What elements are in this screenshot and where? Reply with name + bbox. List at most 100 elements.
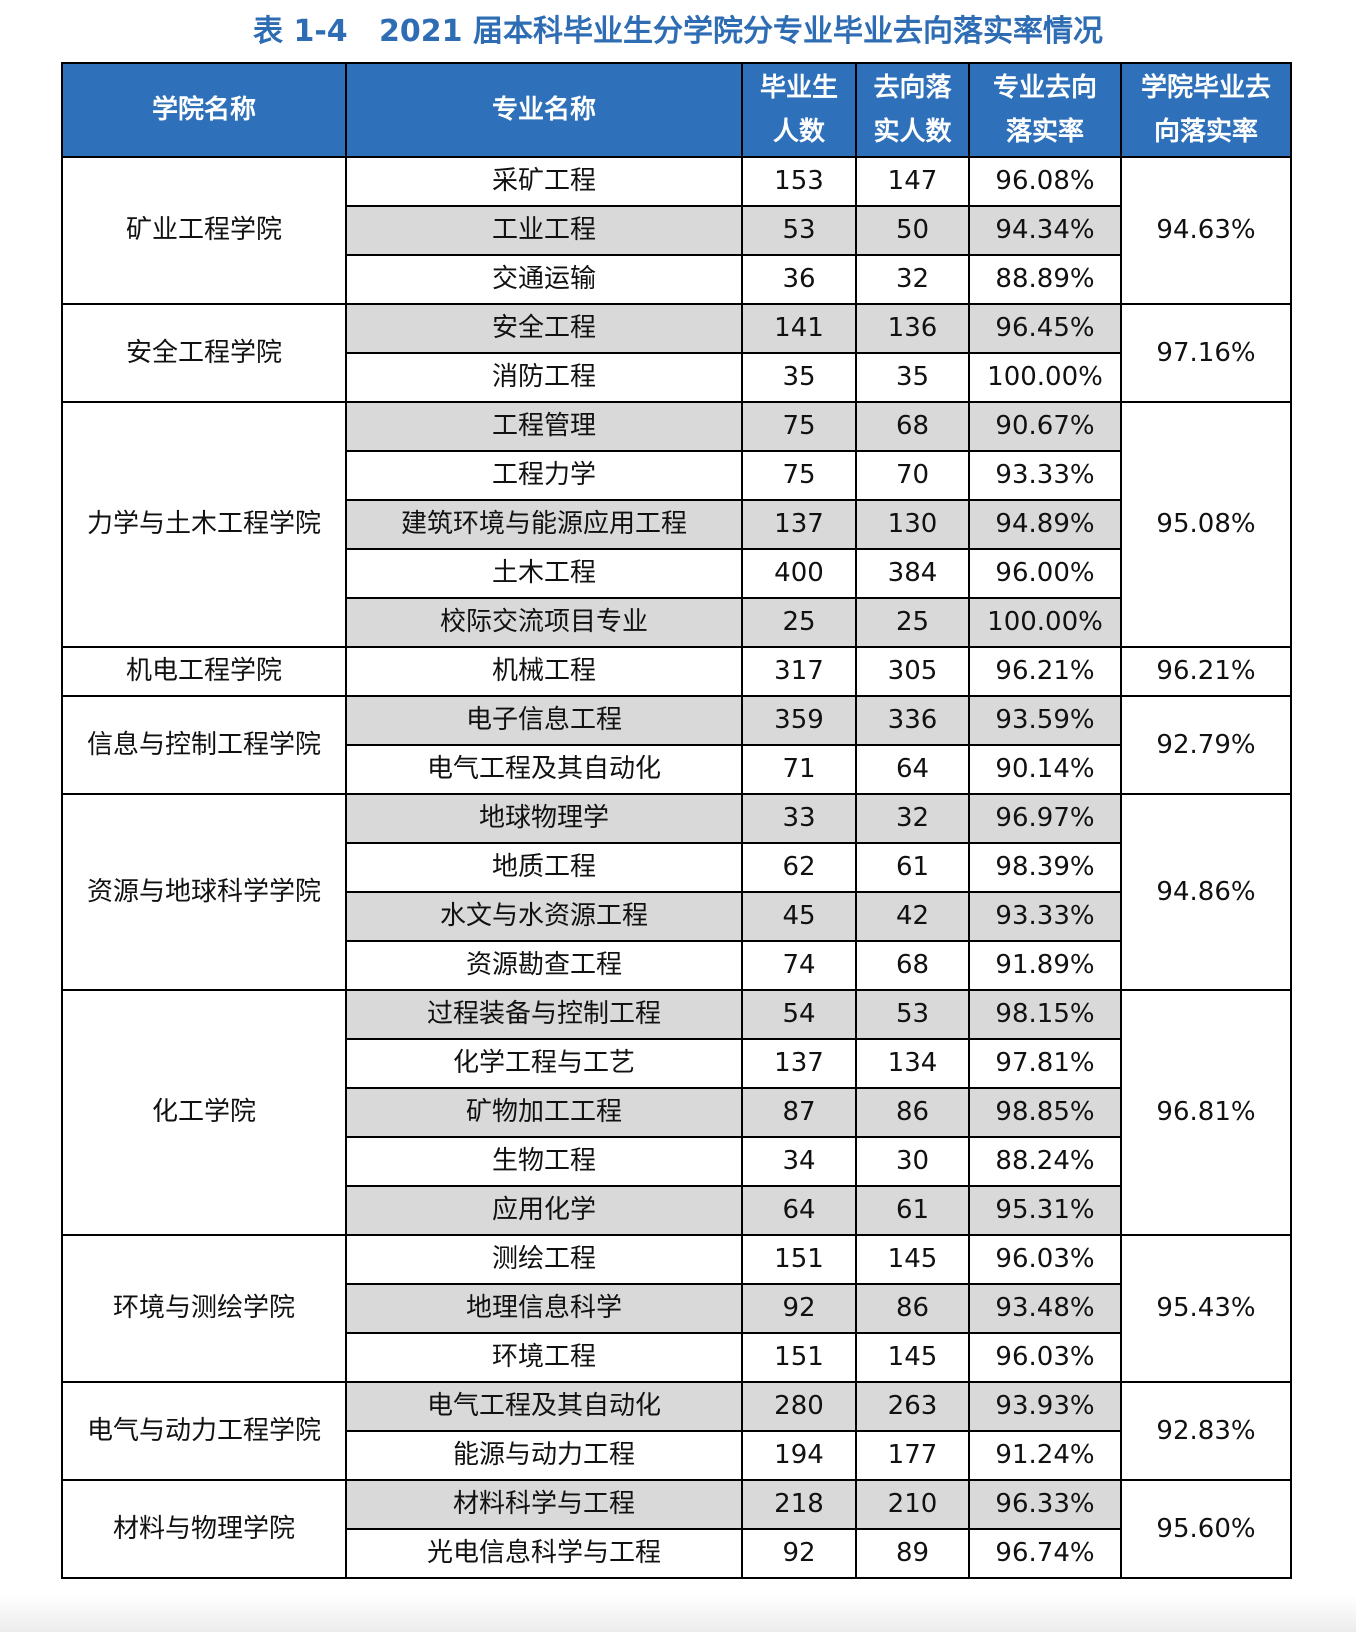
placed-cell: 89: [855, 1528, 970, 1579]
college-rate-cell: 95.43%: [1120, 1234, 1292, 1383]
table-row: 生物工程 34 30 88.24%: [62, 1136, 1291, 1187]
placed-cell: 210: [855, 1479, 970, 1530]
graduates-cell: 87: [741, 1087, 857, 1138]
college-rate-cell: 92.79%: [1120, 695, 1292, 795]
college-name-cell: 环境与测绘学院: [61, 1234, 347, 1383]
table-row: 电气与动力工程学院 电气工程及其自动化 280 263 93.93% 92.83%: [61, 1381, 1292, 1481]
college-rate-cell: 97.16%: [1120, 303, 1292, 403]
graduates-cell: 400: [741, 548, 857, 599]
major-rate-cell: 91.24%: [968, 1430, 1122, 1481]
college-name-cell: 资源与地球科学学院: [61, 793, 347, 991]
graduates-cell: 25: [741, 597, 857, 648]
table-row: 能源与动力工程 194 177 91.24%: [62, 1430, 1291, 1481]
major-rate-cell: 96.21%: [968, 646, 1122, 697]
header-graduates-line1: 毕业生: [759, 73, 838, 103]
placed-cell: 25: [855, 597, 970, 648]
header-major-rate: 专业去向 落实率: [968, 62, 1122, 158]
graduates-cell: 137: [741, 499, 857, 550]
table-row: 地质工程 62 61 98.39%: [62, 842, 1291, 893]
major-name-cell: 工程力学: [345, 450, 743, 501]
major-name-cell: 光电信息科学与工程: [345, 1528, 743, 1579]
major-rate-cell: 88.89%: [968, 254, 1122, 305]
college-rate-cell: 95.60%: [1120, 1479, 1292, 1579]
major-rate-cell: 93.93%: [968, 1381, 1122, 1432]
placement-rate-table: 学院名称 专业名称 毕业生 人数 去向落 实人数 专业去向 落实率 学院毕业去 …: [61, 62, 1292, 1579]
graduates-cell: 194: [741, 1430, 857, 1481]
college-name-cell: 机电工程学院: [61, 646, 347, 697]
table-body: 矿业工程学院 采矿工程 153 147 96.08% 94.63% 工业工程 53 50 94.3…: [61, 156, 1292, 1579]
major-rate-cell: 96.74%: [968, 1528, 1122, 1579]
major-name-cell: 安全工程: [345, 303, 743, 354]
major-name-cell: 地理信息科学: [345, 1283, 743, 1334]
placed-cell: 50: [855, 205, 970, 256]
header-major-rate-line1: 专业去向: [992, 73, 1097, 103]
header-college-rate-line1: 学院毕业去: [1140, 73, 1271, 103]
major-rate-cell: 90.67%: [968, 401, 1122, 452]
major-rate-cell: 100.00%: [968, 597, 1122, 648]
major-rate-cell: 93.48%: [968, 1283, 1122, 1334]
major-rate-cell: 94.34%: [968, 205, 1122, 256]
major-name-cell: 化学工程与工艺: [345, 1038, 743, 1089]
table-row: 电气工程及其自动化 71 64 90.14%: [62, 744, 1291, 795]
table-row: 土木工程 400 384 96.00%: [62, 548, 1291, 599]
major-name-cell: 电气工程及其自动化: [345, 744, 743, 795]
graduates-cell: 64: [741, 1185, 857, 1236]
placed-cell: 61: [855, 842, 970, 893]
header-college-rate: 学院毕业去 向落实率: [1120, 62, 1292, 158]
major-name-cell: 生物工程: [345, 1136, 743, 1187]
graduates-cell: 75: [741, 401, 857, 452]
graduates-cell: 92: [741, 1283, 857, 1334]
placed-cell: 130: [855, 499, 970, 550]
college-name-cell: 力学与土木工程学院: [61, 401, 347, 648]
header-major-rate-line2: 落实率: [1005, 117, 1084, 147]
major-rate-cell: 96.03%: [968, 1234, 1122, 1285]
graduates-cell: 53: [741, 205, 857, 256]
major-rate-cell: 88.24%: [968, 1136, 1122, 1187]
table-row: 机电工程学院 机械工程 317 305 96.21% 96.21%: [61, 646, 1292, 697]
graduates-cell: 92: [741, 1528, 857, 1579]
table-row: 交通运输 36 32 88.89%: [62, 254, 1291, 305]
placed-cell: 145: [855, 1332, 970, 1383]
header-placed-line2: 实人数: [873, 117, 952, 147]
placed-cell: 336: [855, 695, 970, 746]
table-row: 资源勘查工程 74 68 91.89%: [62, 940, 1291, 991]
major-name-cell: 校际交流项目专业: [345, 597, 743, 648]
placed-cell: 32: [855, 793, 970, 844]
table-row: 工程力学 75 70 93.33%: [62, 450, 1291, 501]
graduates-cell: 359: [741, 695, 857, 746]
college-rate-cell: 94.86%: [1120, 793, 1292, 991]
table-row: 环境与测绘学院 测绘工程 151 145 96.03% 95.43%: [61, 1234, 1292, 1383]
college-rate-cell: 92.83%: [1120, 1381, 1292, 1481]
placed-cell: 35: [855, 352, 970, 403]
major-rate-cell: 98.39%: [968, 842, 1122, 893]
major-rate-cell: 96.00%: [968, 548, 1122, 599]
placed-cell: 30: [855, 1136, 970, 1187]
major-rate-cell: 94.89%: [968, 499, 1122, 550]
graduates-cell: 317: [741, 646, 857, 697]
placed-cell: 86: [855, 1283, 970, 1334]
table-row: 信息与控制工程学院 电子信息工程 359 336 93.59% 92.79%: [61, 695, 1292, 795]
table-row: 应用化学 64 61 95.31%: [62, 1185, 1291, 1236]
major-name-cell: 工业工程: [345, 205, 743, 256]
table-row: 水文与水资源工程 45 42 93.33%: [62, 891, 1291, 942]
graduates-cell: 71: [741, 744, 857, 795]
placed-cell: 145: [855, 1234, 970, 1285]
placed-cell: 177: [855, 1430, 970, 1481]
major-name-cell: 材料科学与工程: [345, 1479, 743, 1530]
major-rate-cell: 96.33%: [968, 1479, 1122, 1530]
major-name-cell: 建筑环境与能源应用工程: [345, 499, 743, 550]
header-college-label: 学院名称: [151, 95, 256, 125]
table-row: 材料与物理学院 材料科学与工程 218 210 96.33% 95.60%: [61, 1479, 1292, 1579]
major-name-cell: 消防工程: [345, 352, 743, 403]
placed-cell: 384: [855, 548, 970, 599]
major-rate-cell: 97.81%: [968, 1038, 1122, 1089]
graduates-cell: 151: [741, 1332, 857, 1383]
placed-cell: 147: [855, 156, 970, 207]
college-name-cell: 安全工程学院: [61, 303, 347, 403]
major-name-cell: 交通运输: [345, 254, 743, 305]
college-name-cell: 矿业工程学院: [61, 156, 347, 305]
college-rate-cell: 96.81%: [1120, 989, 1292, 1236]
major-rate-cell: 98.15%: [968, 989, 1122, 1040]
major-rate-cell: 96.03%: [968, 1332, 1122, 1383]
major-name-cell: 地球物理学: [345, 793, 743, 844]
